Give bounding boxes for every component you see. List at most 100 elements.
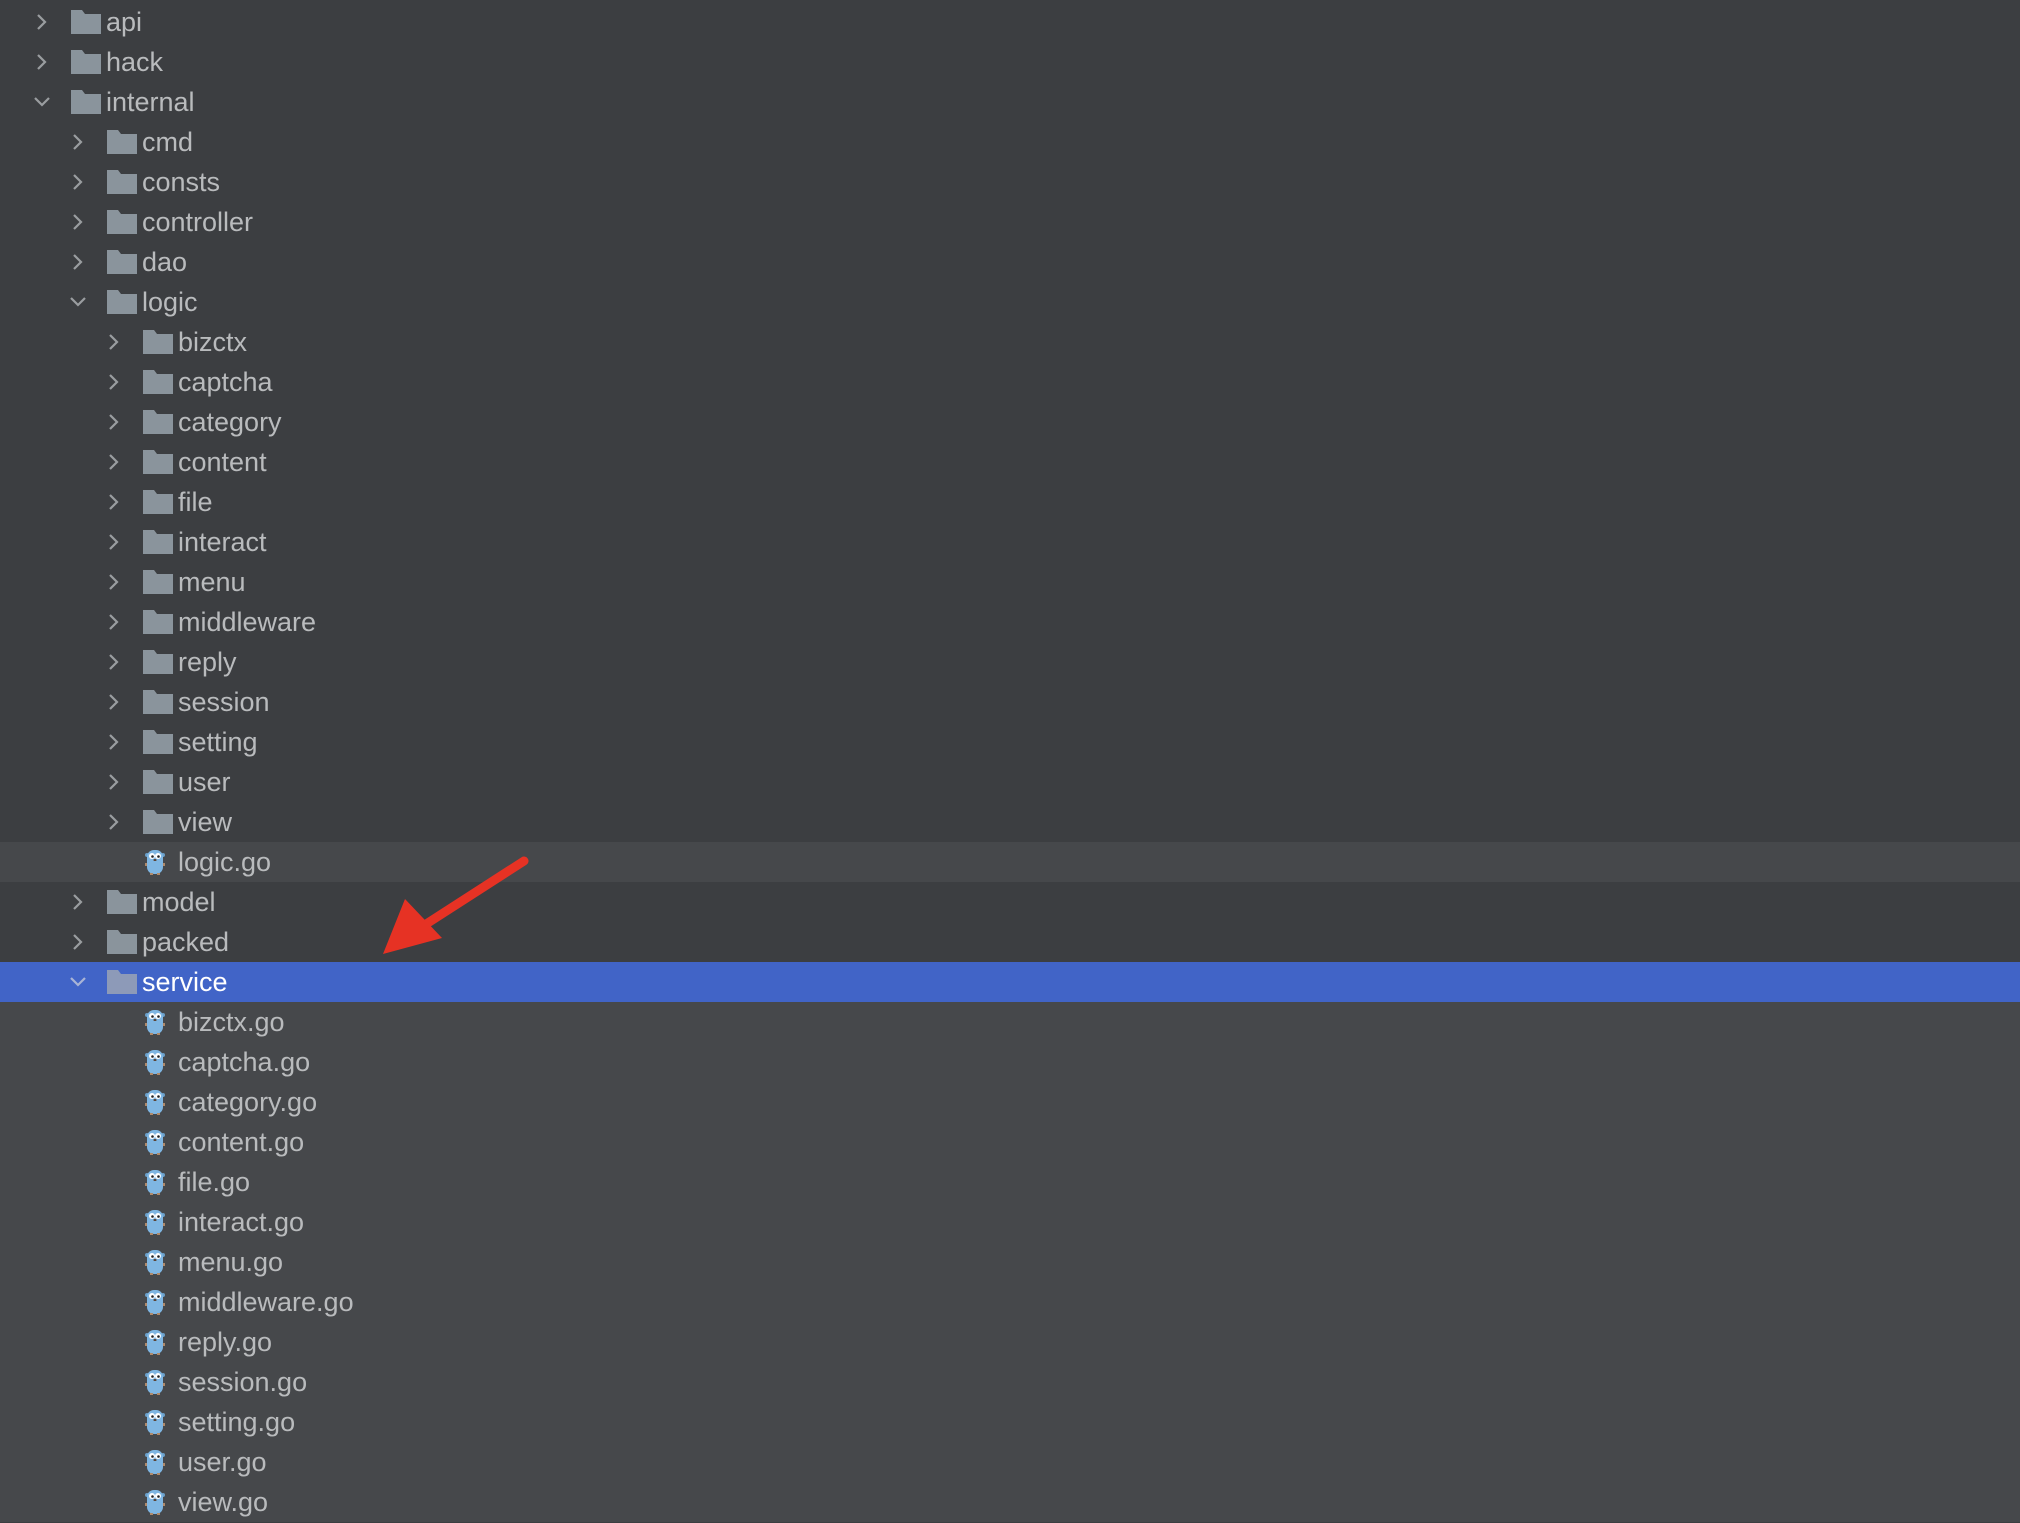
tree-file-menu-go[interactable]: menu.go [0,1242,2020,1282]
chevron-right-icon[interactable] [103,331,125,353]
tree-file-bizctx-go[interactable]: bizctx.go [0,1002,2020,1042]
tree-folder-hack[interactable]: hack [0,42,2020,82]
chevron-right-icon[interactable] [67,131,89,153]
tree-folder-captcha[interactable]: captcha [0,362,2020,402]
chevron-right-icon[interactable] [103,371,125,393]
tree-folder-packed[interactable]: packed [0,922,2020,962]
chevron-right-icon[interactable] [103,571,125,593]
tree-folder-file[interactable]: file [0,482,2020,522]
chevron-right-icon[interactable] [103,491,125,513]
tree-file-user-go[interactable]: user.go [0,1442,2020,1482]
tree-file-captcha-go[interactable]: captcha.go [0,1042,2020,1082]
tree-folder-content[interactable]: content [0,442,2020,482]
tree-file-logic-go[interactable]: logic.go [0,842,2020,882]
tree-item-label: logic.go [178,846,272,877]
folder-icon [70,88,102,116]
tree-file-content-go[interactable]: content.go [0,1122,2020,1162]
chevron-right-icon[interactable] [103,731,125,753]
tree-item-label: reply.go [178,1326,273,1357]
chevron-right-icon[interactable] [103,451,125,473]
tree-folder-controller[interactable]: controller [0,202,2020,242]
tree-folder-session[interactable]: session [0,682,2020,722]
tree-item-label: session [178,686,270,717]
folder-icon [142,568,174,596]
tree-item-label: user.go [178,1446,267,1477]
folder-icon [142,728,174,756]
tree-item-label: content.go [178,1126,305,1157]
tree-item-label: content [178,446,267,477]
tree-file-reply-go[interactable]: reply.go [0,1322,2020,1362]
tree-folder-api[interactable]: api [0,2,2020,42]
tree-file-interact-go[interactable]: interact.go [0,1202,2020,1242]
chevron-right-icon[interactable] [103,611,125,633]
tree-file-category-go[interactable]: category.go [0,1082,2020,1122]
folder-icon [142,688,174,716]
tree-file-middleware-go[interactable]: middleware.go [0,1282,2020,1322]
tree-item-label: reply [178,646,237,677]
tree-folder-interact[interactable]: interact [0,522,2020,562]
go-gopher-file-icon [144,1408,176,1436]
tree-item-label: logic [142,286,198,317]
tree-folder-model[interactable]: model [0,882,2020,922]
tree-item-label: captcha [178,366,273,397]
chevron-right-icon[interactable] [103,811,125,833]
chevron-right-icon[interactable] [67,891,89,913]
chevron-right-icon[interactable] [67,931,89,953]
chevron-right-icon[interactable] [103,411,125,433]
tree-folder-logic[interactable]: logic [0,282,2020,322]
folder-icon [142,368,174,396]
tree-item-label: setting.go [178,1406,296,1437]
chevron-right-icon[interactable] [67,211,89,233]
tree-folder-user[interactable]: user [0,762,2020,802]
tree-folder-dao[interactable]: dao [0,242,2020,282]
tree-folder-internal[interactable]: internal [0,82,2020,122]
tree-folder-reply[interactable]: reply [0,642,2020,682]
tree-folder-menu[interactable]: menu [0,562,2020,602]
go-gopher-file-icon [144,1208,176,1236]
folder-icon [142,328,174,356]
tree-folder-category[interactable]: category [0,402,2020,442]
tree-folder-view[interactable]: view [0,802,2020,842]
folder-icon [142,768,174,796]
chevron-right-icon[interactable] [103,691,125,713]
tree-item-label: middleware.go [178,1286,354,1317]
folder-icon [106,968,138,996]
go-gopher-file-icon [144,1448,176,1476]
chevron-right-icon[interactable] [31,51,53,73]
folder-icon [142,608,174,636]
tree-folder-service[interactable]: service [0,962,2020,1002]
tree-folder-setting[interactable]: setting [0,722,2020,762]
tree-file-view-go[interactable]: view.go [0,1482,2020,1522]
chevron-down-icon[interactable] [67,971,89,993]
tree-item-label: packed [142,926,230,957]
chevron-down-icon[interactable] [67,291,89,313]
chevron-down-icon[interactable] [31,91,53,113]
tree-file-session-go[interactable]: session.go [0,1362,2020,1402]
folder-icon [106,248,138,276]
tree-folder-cmd[interactable]: cmd [0,122,2020,162]
tree-folder-consts[interactable]: consts [0,162,2020,202]
tree-folder-middleware[interactable]: middleware [0,602,2020,642]
tree-file-file-go[interactable]: file.go [0,1162,2020,1202]
tree-item-label: file [178,486,213,517]
tree-folder-bizctx[interactable]: bizctx [0,322,2020,362]
folder-icon [106,288,138,316]
tree-item-label: internal [106,86,195,117]
tree-item-label: menu.go [178,1246,284,1277]
chevron-right-icon[interactable] [103,651,125,673]
chevron-right-icon[interactable] [103,531,125,553]
tree-item-label: setting [178,726,258,757]
tree-item-label: bizctx.go [178,1006,285,1037]
chevron-right-icon[interactable] [103,771,125,793]
chevron-right-icon[interactable] [67,171,89,193]
go-gopher-file-icon [144,848,176,876]
chevron-right-icon[interactable] [67,251,89,273]
folder-icon [142,648,174,676]
tree-item-label: captcha.go [178,1046,311,1077]
chevron-right-icon[interactable] [31,11,53,33]
tree-file-setting-go[interactable]: setting.go [0,1402,2020,1442]
folder-icon [106,928,138,956]
go-gopher-file-icon [144,1368,176,1396]
go-gopher-file-icon [144,1048,176,1076]
